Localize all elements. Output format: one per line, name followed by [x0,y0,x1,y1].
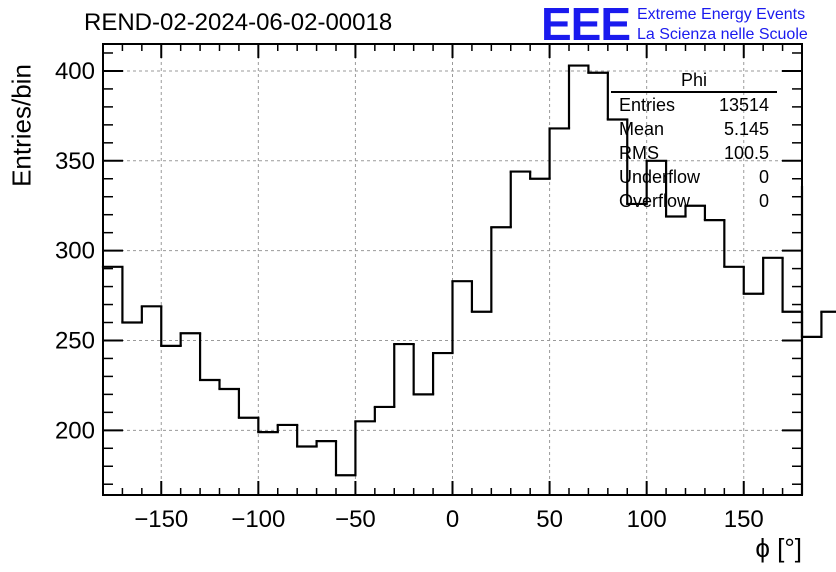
stats-value: 5.145 [723,119,769,139]
organization-name: Extreme Energy Events La Scienza nelle S… [637,5,808,45]
stats-value: 0 [758,167,769,187]
x-axis-label: ϕ [°] [755,533,802,563]
stats-label: Mean [619,119,665,139]
stats-label: Underflow [619,167,701,187]
x-tick-label: −50 [335,506,376,533]
y-tick-label: 250 [55,327,95,354]
tick-labels: −150 −100 −50 0 50 100 150 200 250 300 350 400 [55,58,764,533]
tick-marks [103,44,802,495]
x-tick-label: 150 [724,506,764,533]
histogram-series [101,64,836,495]
y-tick-label: 300 [55,238,95,265]
y-tick-label: 400 [55,58,95,85]
x-tick-label: −100 [231,506,285,533]
stats-label: Entries [619,95,676,115]
x-tick-label: 100 [627,506,667,533]
y-tick-label: 200 [55,417,95,444]
chart-title: REND-02-2024-06-02-00018 [84,9,393,36]
org-line-2: La Scienza nelle Scuole [637,26,808,43]
stats-label: RMS [619,143,659,163]
stats-row-mean: Mean 5.145 [611,117,777,141]
stats-box: Phi Entries 13514 Mean 5.145 RMS 100.5 U… [611,70,777,213]
x-tick-label: 50 [536,506,563,533]
stats-value: 100.5 [723,143,769,163]
x-tick-label: −150 [134,506,188,533]
stats-value: 13514 [718,95,769,115]
stats-row-rms: RMS 100.5 [611,141,777,165]
eee-logo: EEE [541,0,631,50]
y-tick-label: 350 [55,148,95,175]
stats-row-overflow: Overflow 0 [611,189,777,213]
stats-row-entries: Entries 13514 [611,93,777,117]
grid-lines [103,44,802,495]
y-axis-label: Entries/bin [6,64,37,187]
stats-row-underflow: Underflow 0 [611,165,777,189]
stats-label: Overflow [619,191,691,211]
stats-value: 0 [758,191,769,211]
x-tick-label: 0 [446,506,459,533]
org-line-1: Extreme Energy Events [637,6,806,23]
stats-title: Phi [611,70,777,93]
